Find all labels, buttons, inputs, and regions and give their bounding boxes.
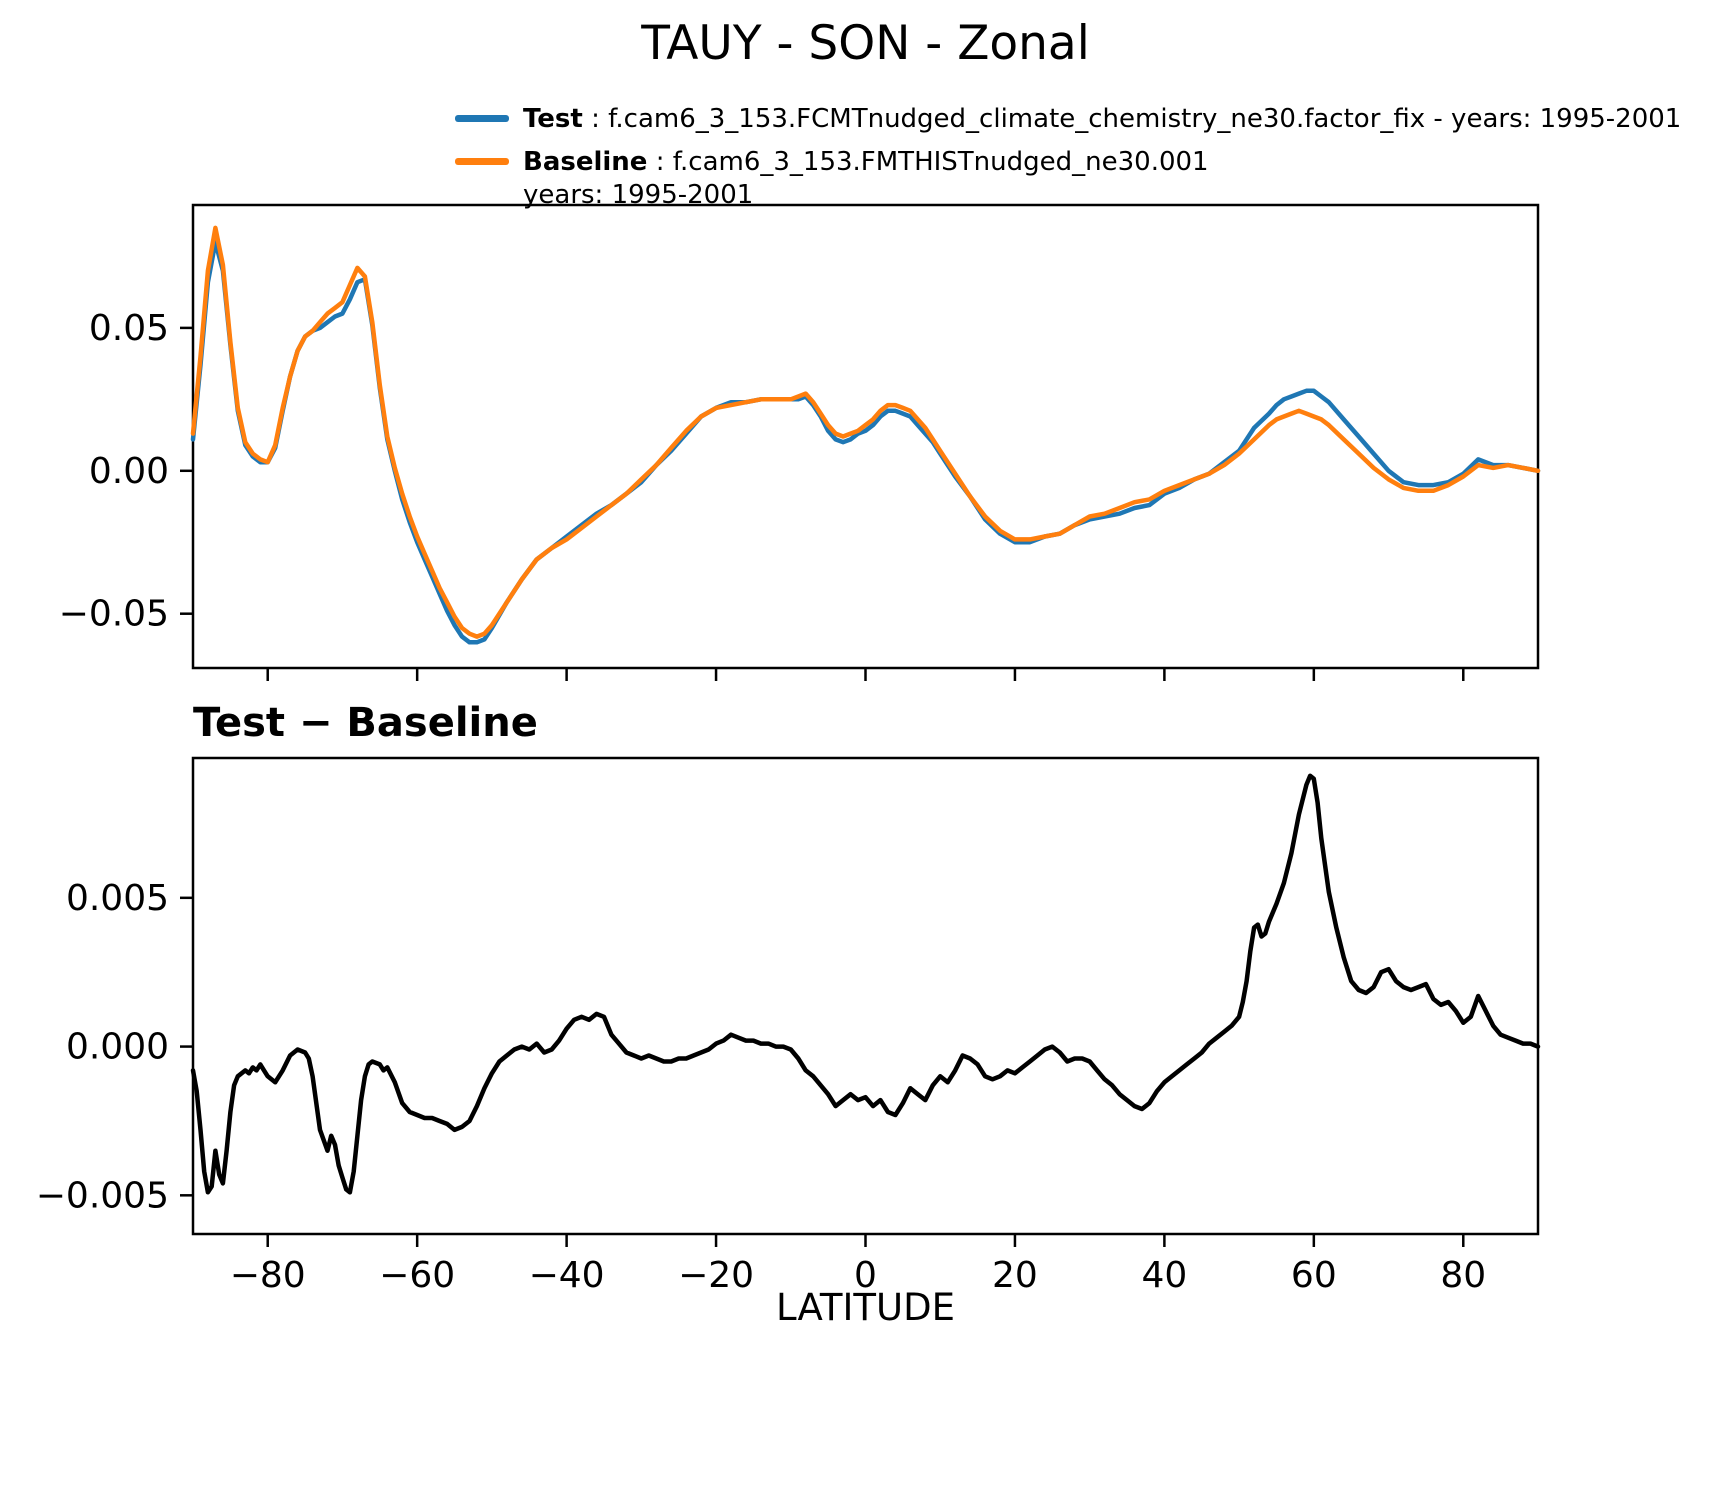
x-axis-label: LATITUDE (776, 1286, 955, 1329)
legend-baseline-text: Baseline : f.cam6_3_153.FMTHISTnudged_ne… (523, 146, 1209, 212)
legend-entry-test: Test : f.cam6_3_153.FCMTnudged_climate_c… (455, 103, 1681, 136)
legend-test-desc: : f.cam6_3_153.FCMTnudged_climate_chemis… (582, 104, 1682, 134)
diff-panel-title: Test − Baseline (193, 700, 538, 746)
x-tick-label: 20 (992, 1255, 1038, 1296)
x-tick-label: 40 (1141, 1255, 1187, 1296)
legend-baseline-desc: : f.cam6_3_153.FMTHISTnudged_ne30.001 (647, 147, 1209, 177)
page-title: TAUY - SON - Zonal (641, 16, 1090, 71)
legend-entry-baseline: Baseline : f.cam6_3_153.FMTHISTnudged_ne… (455, 146, 1681, 212)
x-tick-label: −40 (529, 1255, 605, 1296)
x-tick-label: −60 (379, 1255, 455, 1296)
series-line-baseline (190, 225, 1541, 639)
bottom-panel: −80 −60 −40 −20 0 20 40 60 80 0.005 0.000 −0.005 (36, 756, 1541, 1296)
legend-baseline-line2: years: 1995-2001 (523, 180, 754, 210)
legend-baseline-line1: Baseline : f.cam6_3_153.FMTHISTnudged_ne… (523, 147, 1209, 177)
series-line-test-minus-baseline (190, 773, 1541, 1195)
y-tick-label: −0.005 (36, 1175, 169, 1216)
y-tick-label: 0.05 (89, 308, 169, 349)
legend-baseline-label: Baseline (523, 147, 648, 177)
y-tick-label: 0.005 (66, 878, 169, 919)
y-tick-label: 0.00 (89, 451, 169, 492)
y-tick-label: 0.000 (66, 1027, 169, 1068)
top-panel: 0.05 0.00 −0.05 (59, 203, 1541, 681)
x-tick-label: 0 (854, 1255, 877, 1296)
x-tick-label: 60 (1291, 1255, 1337, 1296)
legend-test-label: Test (523, 104, 583, 134)
legend-test-text: Test : f.cam6_3_153.FCMTnudged_climate_c… (523, 103, 1681, 136)
baseline-line-swatch (455, 158, 509, 165)
top-axes-box (191, 203, 1540, 670)
x-tick-label: −20 (678, 1255, 754, 1296)
x-tick-label: −80 (230, 1255, 306, 1296)
test-line-swatch (455, 115, 509, 122)
legend: Test : f.cam6_3_153.FCMTnudged_climate_c… (455, 103, 1681, 212)
x-tick-label: 80 (1440, 1255, 1486, 1296)
y-tick-label: −0.05 (59, 594, 169, 635)
bottom-axes-box (191, 756, 1540, 1236)
series-line-test (190, 239, 1541, 645)
